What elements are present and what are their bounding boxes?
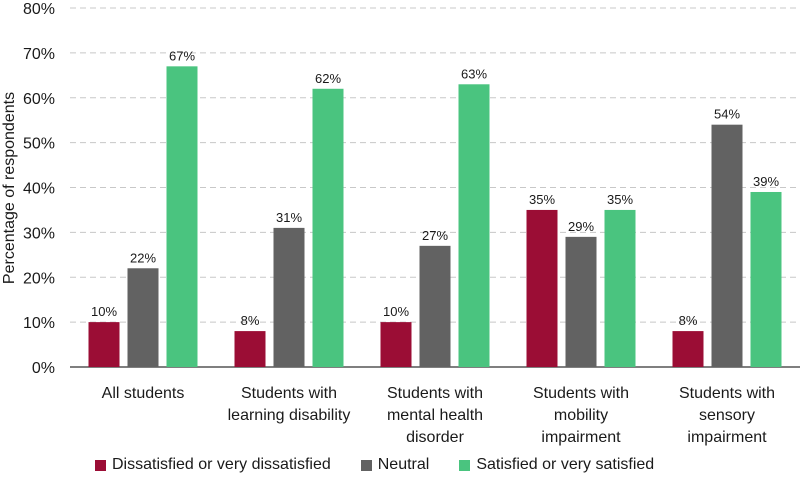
data-label: 62%	[315, 71, 341, 86]
category-labels: All students Students with learning disabi…	[102, 385, 775, 446]
legend-item-neutral: Neutral	[360, 456, 430, 474]
data-label: 29%	[568, 219, 594, 234]
bar	[380, 322, 412, 367]
legend-item-dissatisfied: Dissatisfied or very dissatisfied	[95, 456, 331, 474]
bar	[273, 227, 305, 367]
data-label: 67%	[169, 48, 195, 63]
bar	[672, 331, 704, 367]
bar	[565, 236, 597, 367]
bar	[127, 268, 159, 367]
y-tick-label: 20%	[23, 270, 55, 287]
data-label: 10%	[383, 304, 409, 319]
data-label: 31%	[276, 210, 302, 225]
x-tick-label: impairment	[541, 429, 621, 446]
data-label: 10%	[91, 304, 117, 319]
bar	[526, 209, 558, 367]
legend-swatch	[459, 459, 471, 471]
x-tick-label: Students with	[533, 385, 629, 402]
x-tick-label: learning disability	[228, 407, 351, 424]
value-labels: 10% 22% 67% 8% 31% 62% 10% 27% 63% 35% 29% 35% 8% 54%…	[91, 48, 779, 328]
legend-label: Neutral	[377, 456, 430, 473]
x-tick-label: disorder	[406, 429, 464, 446]
x-tick-label: Students with	[241, 385, 337, 402]
y-tick-label: 40%	[23, 181, 55, 198]
data-label: 35%	[529, 192, 555, 207]
data-label: 54%	[714, 107, 740, 122]
legend-label: Satisfied or very satisfied	[476, 456, 655, 473]
bar	[604, 209, 636, 367]
y-axis-ticks: 0% 10% 20% 30% 40% 50% 60% 70% 80%	[23, 1, 55, 377]
bar	[750, 191, 782, 367]
x-tick-label: mobility	[554, 407, 608, 424]
y-axis-title: Percentage of respondents	[1, 92, 18, 284]
x-tick-label: All students	[102, 385, 185, 402]
bars	[88, 66, 782, 368]
x-tick-label: sensory	[699, 407, 755, 424]
x-tick-label: Students with	[679, 385, 775, 402]
x-tick-label: Students with	[387, 385, 483, 402]
y-tick-label: 70%	[23, 46, 55, 63]
y-tick-label: 80%	[23, 1, 55, 18]
bar	[166, 66, 198, 368]
y-tick-label: 0%	[32, 360, 55, 377]
data-label: 63%	[461, 66, 487, 81]
legend-item-satisfied: Satisfied or very satisfied	[459, 456, 654, 474]
x-tick-label: impairment	[687, 429, 767, 446]
bar-chart: 0% 10% 20% 30% 40% 50% 60% 70% 80% Percentage of…	[1, 1, 800, 446]
legend-swatch	[95, 459, 106, 471]
data-label: 27%	[422, 228, 448, 243]
legend-label: Dissatisfied or very dissatisfied	[112, 456, 331, 473]
bar	[88, 322, 120, 367]
legend-swatch	[360, 459, 372, 471]
data-label: 22%	[130, 250, 156, 265]
y-tick-label: 50%	[23, 136, 55, 153]
x-tick-label: mental health	[387, 407, 483, 424]
data-label: 8%	[679, 313, 698, 328]
y-tick-label: 30%	[23, 225, 55, 242]
data-label: 35%	[607, 192, 633, 207]
data-label: 8%	[241, 313, 260, 328]
bar	[312, 88, 344, 368]
data-label: 39%	[753, 174, 779, 189]
bar	[711, 124, 743, 367]
bar	[458, 84, 490, 367]
bar	[419, 245, 451, 367]
y-tick-label: 60%	[23, 91, 55, 108]
y-tick-label: 10%	[23, 315, 55, 332]
bar	[234, 331, 266, 367]
legend: Dissatisfied or very dissatisfied Neutra…	[95, 456, 654, 474]
